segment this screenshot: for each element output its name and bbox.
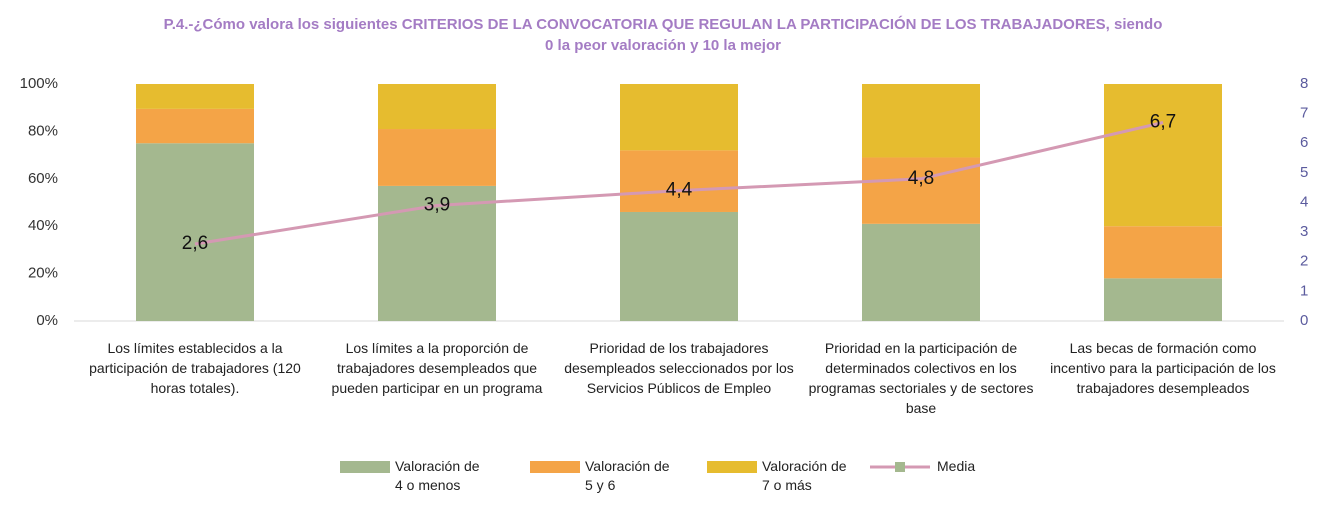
y2-tick-label: 3: [1300, 223, 1308, 240]
y2-tick-label: 2: [1300, 253, 1308, 270]
bar-segment: [1104, 226, 1222, 279]
y-tick-label: 40%: [28, 217, 58, 234]
y2-tick-label: 5: [1300, 164, 1308, 181]
legend-marker: [895, 462, 905, 472]
bar-segment: [136, 143, 254, 321]
y2-tick-label: 1: [1300, 282, 1308, 299]
bar-segment: [620, 211, 738, 321]
y2-tick-label: 6: [1300, 134, 1308, 151]
legend-label: Media: [937, 458, 976, 474]
legend-swatch: [340, 461, 390, 473]
data-label: 4,4: [666, 180, 693, 201]
data-label: 4,8: [908, 168, 934, 189]
bar-segment: [1104, 278, 1222, 321]
y-tick-label: 20%: [28, 265, 58, 282]
y-tick-label: 80%: [28, 122, 58, 139]
legend-label: Valoración de 7 o más: [762, 458, 847, 493]
bar-segment: [378, 185, 496, 321]
x-tick-label: Los límites establecidos a la participac…: [89, 340, 301, 396]
legend-label: Valoración de 4 o menos: [395, 458, 480, 493]
bar-segment: [620, 84, 738, 151]
y2-tick-label: 8: [1300, 75, 1308, 92]
bar-segment: [136, 84, 254, 109]
y-tick-label: 100%: [20, 75, 58, 92]
bar-segment: [862, 223, 980, 321]
y2-tick-label: 4: [1300, 193, 1308, 210]
data-label: 3,9: [424, 194, 450, 215]
bar-segment: [378, 129, 496, 186]
x-tick-label: Las becas de formación como incentivo pa…: [1050, 340, 1276, 396]
y2-tick-label: 7: [1300, 105, 1308, 122]
x-tick-label: Prioridad en la participación de determi…: [808, 340, 1034, 416]
line: [194, 121, 1164, 246]
y-tick-label: 60%: [28, 170, 58, 187]
legend-swatch: [707, 461, 757, 473]
legend-label: Valoración de 5 y 6: [585, 458, 670, 493]
y2-tick-label: 0: [1300, 312, 1308, 329]
bar-segment: [1104, 84, 1222, 227]
y-tick-label: 0%: [36, 312, 58, 329]
legend-swatch: [530, 461, 580, 473]
data-label: 6,7: [1150, 112, 1176, 133]
bar-segment: [136, 108, 254, 144]
bar-segment: [620, 150, 738, 212]
bar-segment: [378, 84, 496, 130]
x-tick-label: Los límites a la proporción de trabajado…: [331, 340, 543, 396]
chart-title: P.4.-¿Cómo valora los siguientes CRITERI…: [163, 16, 1163, 54]
x-tick-label: Prioridad de los trabajadores desemplead…: [564, 340, 794, 396]
data-label: 2,6: [182, 233, 208, 254]
bar-segment: [862, 84, 980, 158]
